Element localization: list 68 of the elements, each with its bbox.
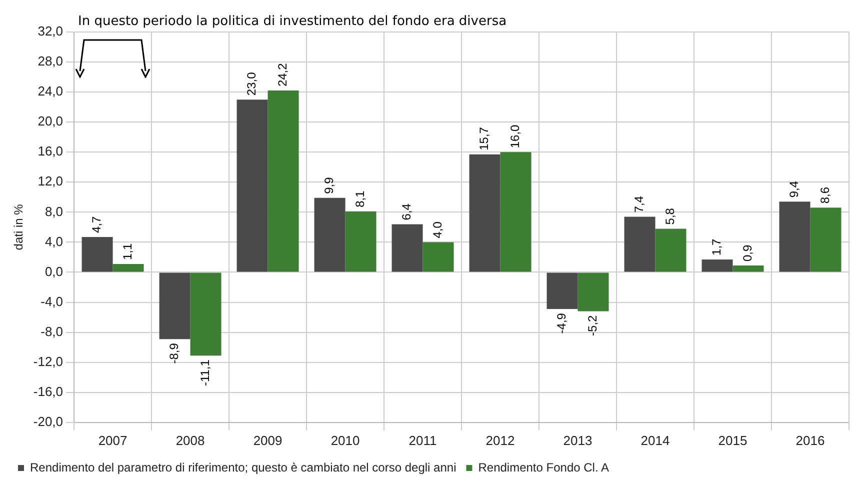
x-tick-label: 2009	[253, 432, 282, 448]
x-tick-label: 2015	[718, 432, 748, 448]
bar	[702, 259, 733, 272]
y-tick-label: -8,0	[40, 324, 64, 339]
data-label: 4,7	[90, 216, 104, 233]
bar	[236, 100, 268, 272]
bar	[500, 152, 532, 272]
data-label: -4,9	[554, 312, 569, 334]
data-label: 9,9	[322, 176, 336, 194]
data-label: -5,2	[586, 314, 600, 336]
x-tick-label: 2012	[486, 432, 515, 448]
bar	[268, 90, 299, 272]
x-tick-label: 2011	[408, 432, 437, 448]
data-label: 6,4	[400, 203, 414, 220]
data-label: 4,0	[430, 221, 445, 238]
y-tick-label: 0,0	[44, 264, 64, 279]
bar	[578, 272, 609, 312]
data-label: 5,8	[663, 208, 678, 225]
bar	[469, 154, 500, 272]
legend-label: Rendimento del parametro di riferimento; questo è cambiato nel corso degli anni	[30, 460, 456, 474]
data-label: -11,1	[198, 359, 212, 386]
data-label: 15,7	[477, 126, 492, 150]
data-label: 8,1	[353, 190, 368, 208]
bar	[112, 264, 144, 272]
y-tick-label: 12,0	[38, 174, 64, 189]
bar	[82, 236, 113, 272]
data-label: 1,1	[120, 242, 135, 260]
data-label: 0,9	[740, 244, 755, 262]
y-tick-label: 8,0	[44, 204, 64, 219]
data-label: 7,4	[632, 196, 646, 213]
bar	[392, 224, 423, 272]
legend-label: Rendimento Fondo Cl. A	[478, 460, 609, 474]
data-label: 9,4	[787, 180, 802, 198]
text: In questo periodo la politica di investimento del fondo era diversa	[78, 14, 507, 29]
y-tick-label: 16,0	[38, 144, 64, 159]
bar	[159, 272, 190, 340]
y-axis-title: dati in %	[12, 204, 26, 250]
x-tick-label: 2014	[640, 432, 670, 448]
x-tick-label: 2016	[796, 432, 825, 448]
x-tick-label: 2010	[330, 432, 360, 448]
bar	[190, 272, 222, 356]
data-label: 23,0	[244, 72, 259, 96]
data-label: 16,0	[508, 124, 522, 148]
x-tick-label: 2008	[176, 432, 205, 448]
bar	[810, 208, 842, 272]
bar	[655, 228, 686, 272]
x-tick-label: 2013	[563, 432, 592, 448]
bar	[732, 265, 764, 272]
data-label: -8,9	[167, 342, 182, 364]
y-tick-label: 28,0	[38, 54, 64, 69]
data-label: 1,7	[710, 238, 724, 256]
bar	[314, 198, 346, 272]
data-label: 8,6	[818, 186, 832, 204]
y-tick-label: 24,0	[38, 84, 64, 99]
y-tick-label: 20,0	[38, 114, 64, 129]
y-tick-label: -20,0	[33, 414, 64, 429]
y-tick-label: -16,0	[33, 384, 64, 399]
bar	[345, 211, 376, 272]
y-tick-label: 32,0	[38, 24, 64, 39]
y-tick-label: 4,0	[44, 234, 64, 249]
y-tick-label: -4,0	[40, 294, 64, 309]
x-tick-label: 2007	[98, 432, 128, 448]
bar	[546, 272, 578, 310]
bar	[779, 202, 810, 272]
bar	[422, 242, 454, 272]
bar	[624, 216, 656, 272]
data-label: 24,2	[276, 62, 290, 87]
y-tick-label: -12,0	[33, 354, 64, 369]
